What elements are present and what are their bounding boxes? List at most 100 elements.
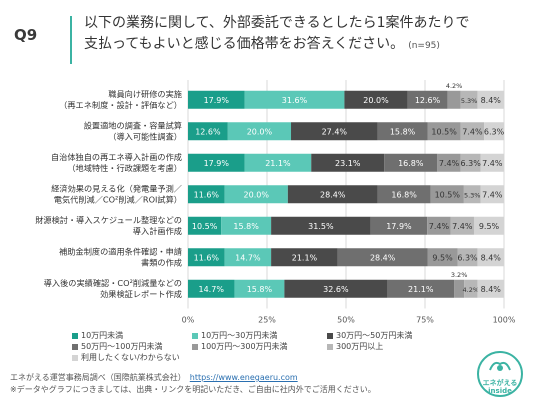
data-label: 10.5% bbox=[431, 127, 457, 136]
bar-segment bbox=[188, 122, 228, 141]
bar-segment bbox=[344, 90, 408, 109]
bar-segment bbox=[284, 279, 388, 298]
question-text: 以下の業務に関して、外部委託できるとしたら1案件あたりで 支払ってもよいと感じる… bbox=[84, 13, 524, 57]
sample-size: (n=95) bbox=[408, 41, 440, 51]
bar-segment bbox=[460, 90, 478, 109]
bar-segment bbox=[271, 248, 338, 267]
logo-line-1: エネがえる bbox=[482, 379, 518, 387]
legend-label: 50万円〜100万円未満 bbox=[81, 342, 163, 351]
bar-segment bbox=[377, 185, 431, 204]
data-label: 32.6% bbox=[323, 285, 349, 294]
legend-label: 300万円以上 bbox=[336, 342, 384, 351]
bar-segment bbox=[477, 90, 504, 109]
bar-segment bbox=[384, 153, 438, 172]
data-label: 7.4% bbox=[452, 222, 473, 231]
data-label: 16.8% bbox=[398, 159, 424, 168]
bar-segment bbox=[447, 90, 461, 109]
legend-swatch bbox=[192, 332, 198, 339]
bar-segment bbox=[457, 248, 478, 267]
bar-segment bbox=[437, 153, 461, 172]
data-label: 16.8% bbox=[391, 190, 417, 199]
data-label: 28.4% bbox=[320, 190, 346, 199]
category-label: 導入後の実績確認・CO²削減量などの bbox=[44, 278, 182, 288]
bar-segment bbox=[188, 248, 225, 267]
category-label: 経済効果の見える化（発電量予測／ bbox=[51, 183, 182, 193]
bar-segment bbox=[244, 90, 345, 109]
bar-segment bbox=[480, 185, 504, 204]
legend-item: 100万円〜300万円未満 bbox=[192, 341, 288, 352]
data-label: 17.9% bbox=[204, 159, 230, 168]
data-label: 5.3% bbox=[464, 191, 481, 199]
bar-segment bbox=[188, 279, 235, 298]
category-label: 効果検証レポート作成 bbox=[100, 289, 182, 299]
data-label: 20.0% bbox=[363, 96, 389, 105]
bar-segment bbox=[477, 279, 504, 298]
data-label: 7.4% bbox=[462, 127, 483, 136]
data-label: 17.9% bbox=[204, 96, 230, 105]
question-id: Q9 bbox=[14, 26, 38, 44]
data-label: 15.8% bbox=[390, 127, 416, 136]
legend-swatch bbox=[72, 343, 78, 350]
data-label: 15.8% bbox=[247, 285, 273, 294]
legend-swatch bbox=[327, 343, 333, 350]
footer-source-text: エネがえる運営事務局調べ（国際航業株式会社） bbox=[10, 373, 182, 382]
legend-item: 10万円未満 bbox=[72, 330, 123, 341]
legend-swatch bbox=[327, 332, 333, 339]
bar-segment bbox=[427, 122, 461, 141]
category-label: 電気代削減／CO²削減／ROI試算） bbox=[54, 194, 182, 204]
bar-segment bbox=[188, 90, 245, 109]
bar-segment bbox=[477, 248, 504, 267]
bar-segment bbox=[454, 279, 465, 298]
footer-source: エネがえる運営事務局調べ（国際航業株式会社） https://www.enega… bbox=[10, 372, 376, 384]
data-label: 21.1% bbox=[292, 253, 318, 262]
data-label: 9.5% bbox=[432, 253, 453, 262]
bar-segment bbox=[464, 279, 478, 298]
data-label: 11.6% bbox=[194, 190, 220, 199]
bar-segment bbox=[287, 185, 378, 204]
legend-item: 300万円以上 bbox=[327, 341, 383, 352]
legend-item: 30万円〜50万円未満 bbox=[327, 330, 412, 341]
bar-segment bbox=[480, 153, 504, 172]
bar-segment bbox=[227, 122, 292, 141]
category-label: （地域特性・行政課題を考慮） bbox=[67, 163, 182, 173]
data-label: 12.6% bbox=[415, 96, 441, 105]
x-tick-label: 25% bbox=[258, 316, 276, 325]
category-label: （導入可能性調査） bbox=[108, 131, 182, 141]
data-label: 11.6% bbox=[194, 253, 220, 262]
legend-swatch bbox=[72, 354, 78, 361]
bar-segment bbox=[337, 248, 428, 267]
bar-segment bbox=[387, 279, 455, 298]
stacked-bar-chart: 0% 25% 50% 75% 100% 職員向け研修の実施（再エネ制度・設計・評価など） 1… bbox=[35, 80, 516, 325]
data-label: 14.7% bbox=[235, 253, 261, 262]
category-label: 書類の作成 bbox=[141, 257, 182, 267]
data-label: 12.6% bbox=[195, 127, 221, 136]
data-label: 8.4% bbox=[481, 285, 502, 294]
data-label: 4.2% bbox=[446, 82, 463, 90]
footer-link[interactable]: https://www.enegaeru.com bbox=[189, 373, 298, 382]
bar-segment bbox=[460, 122, 485, 141]
data-label: 7.4% bbox=[429, 222, 450, 231]
bar-segment bbox=[224, 248, 272, 267]
question-line-2-text: 支払ってもよいと感じる価格帯をお答えください。 bbox=[84, 36, 405, 52]
data-label: 27.4% bbox=[322, 127, 348, 136]
data-label: 7.4% bbox=[482, 190, 503, 199]
bar-segment bbox=[450, 216, 474, 235]
category-label: 職員向け研修の実施 bbox=[108, 89, 182, 99]
bar-segment bbox=[291, 122, 378, 141]
bar-segment bbox=[271, 216, 371, 235]
category-label: 導入計画作成 bbox=[133, 226, 182, 236]
bar-segment bbox=[484, 122, 504, 141]
data-label: 4.2% bbox=[463, 286, 480, 294]
x-tick-label: 100% bbox=[493, 316, 516, 325]
legend-label: 利用したくない/わからない bbox=[81, 353, 180, 362]
question-line-1: 以下の業務に関して、外部委託できるとしたら1案件あたりで bbox=[84, 15, 470, 31]
bar-segment bbox=[221, 216, 272, 235]
data-label: 20.0% bbox=[247, 127, 273, 136]
enegaeru-logo bbox=[477, 351, 523, 397]
legend-label: 10万円〜30万円未満 bbox=[201, 331, 278, 340]
data-label: 6.3% bbox=[457, 253, 478, 262]
bar-segment bbox=[188, 153, 245, 172]
data-label: 28.4% bbox=[370, 253, 396, 262]
category-label: （再エネ制度・設計・評価など） bbox=[59, 100, 182, 110]
legend-swatch bbox=[192, 343, 198, 350]
